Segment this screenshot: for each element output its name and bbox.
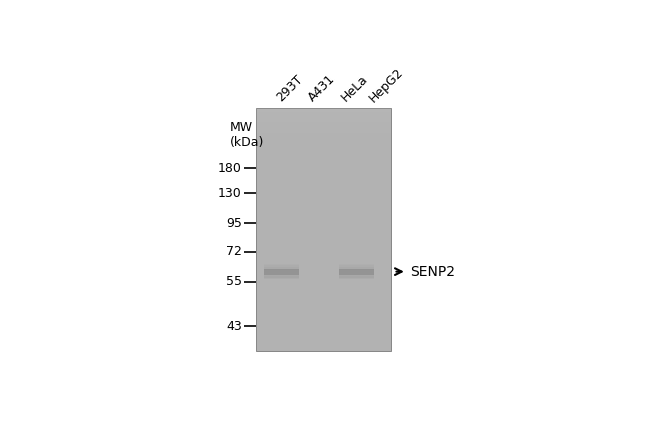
Bar: [255, 135, 391, 136]
Bar: [255, 136, 391, 138]
Bar: [255, 110, 391, 111]
Text: MW
(kDa): MW (kDa): [230, 122, 265, 149]
Bar: [255, 141, 391, 142]
Bar: [255, 142, 391, 143]
Bar: [339, 264, 374, 267]
Bar: [255, 138, 391, 139]
Bar: [255, 122, 391, 123]
Bar: [255, 133, 391, 134]
Text: 293T: 293T: [274, 73, 305, 105]
Bar: [255, 134, 391, 135]
Text: HeLa: HeLa: [339, 73, 370, 105]
Text: 72: 72: [226, 245, 242, 258]
Bar: [255, 130, 391, 131]
Bar: [255, 114, 391, 116]
Text: 180: 180: [218, 162, 242, 175]
Bar: [255, 128, 391, 129]
Bar: [339, 276, 374, 279]
Bar: [339, 276, 374, 279]
Bar: [255, 117, 391, 118]
Bar: [255, 111, 391, 112]
Bar: [255, 131, 391, 133]
Bar: [264, 276, 298, 279]
Bar: [255, 108, 391, 351]
Bar: [255, 129, 391, 130]
Text: 95: 95: [226, 216, 242, 230]
Bar: [255, 113, 391, 114]
Bar: [255, 123, 391, 124]
Bar: [255, 124, 391, 125]
Bar: [339, 268, 374, 275]
Bar: [339, 267, 374, 270]
Bar: [255, 108, 391, 110]
Bar: [264, 275, 298, 278]
Text: A431: A431: [306, 73, 338, 105]
Text: SENP2: SENP2: [410, 265, 455, 279]
Text: 43: 43: [226, 320, 242, 333]
Bar: [264, 276, 298, 279]
Bar: [255, 116, 391, 117]
Text: 130: 130: [218, 187, 242, 200]
Bar: [255, 139, 391, 140]
Bar: [264, 265, 298, 268]
Bar: [255, 143, 391, 145]
Bar: [255, 112, 391, 113]
Bar: [255, 118, 391, 119]
Text: HepG2: HepG2: [367, 65, 406, 105]
Bar: [339, 265, 374, 268]
Text: 55: 55: [226, 275, 242, 288]
Bar: [264, 264, 298, 267]
Bar: [255, 125, 391, 127]
Bar: [255, 121, 391, 122]
Bar: [339, 275, 374, 278]
Bar: [264, 268, 298, 275]
Bar: [255, 140, 391, 141]
Bar: [264, 267, 298, 270]
Bar: [255, 119, 391, 121]
Bar: [255, 127, 391, 128]
